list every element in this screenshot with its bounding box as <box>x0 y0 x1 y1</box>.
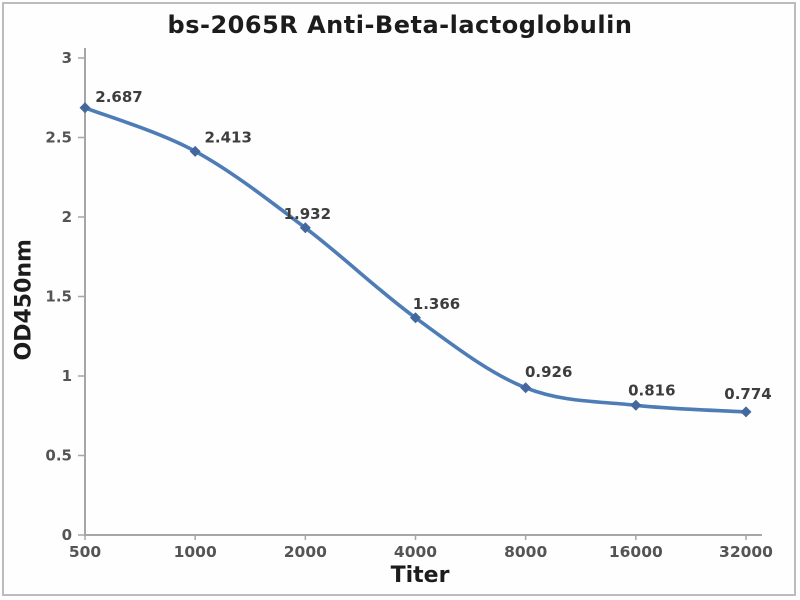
data-point-marker <box>79 102 91 114</box>
x-tick-label: 1000 <box>174 543 217 561</box>
y-tick-label: 1.5 <box>45 288 72 306</box>
x-tick-label: 2000 <box>284 543 327 561</box>
data-point-label: 0.816 <box>628 381 675 399</box>
data-point-marker <box>520 382 532 394</box>
y-tick-label: 0.5 <box>45 447 72 465</box>
y-tick-label: 2.5 <box>45 129 72 147</box>
data-point-label: 0.926 <box>525 363 572 381</box>
data-point-label: 2.687 <box>95 88 142 106</box>
y-tick-label: 3 <box>62 49 72 67</box>
data-point-marker <box>299 222 311 234</box>
plot-axes <box>84 48 762 536</box>
x-tick-label: 16000 <box>609 543 663 561</box>
y-tick-label: 0 <box>62 526 72 544</box>
data-point-marker <box>410 312 421 324</box>
y-tick-label: 2 <box>62 208 72 226</box>
y-tick-label: 1 <box>62 367 72 385</box>
data-point-label: 0.774 <box>724 385 771 403</box>
x-axis-title: Titer <box>390 563 450 588</box>
chart-title: bs-2065R Anti-Beta-lactoglobulin <box>167 11 633 39</box>
data-point-label: 1.366 <box>413 295 460 313</box>
x-tick-label: 500 <box>69 543 102 561</box>
data-point-marker <box>630 399 642 411</box>
x-tick-label: 4000 <box>394 543 437 561</box>
data-point-marker <box>189 145 201 157</box>
data-point-label: 1.932 <box>284 205 331 223</box>
x-tick-label: 32000 <box>719 543 773 561</box>
series-line <box>83 106 748 414</box>
x-tick-label: 8000 <box>504 543 547 561</box>
data-point-label: 2.413 <box>204 128 251 146</box>
data-point-marker <box>740 406 752 418</box>
